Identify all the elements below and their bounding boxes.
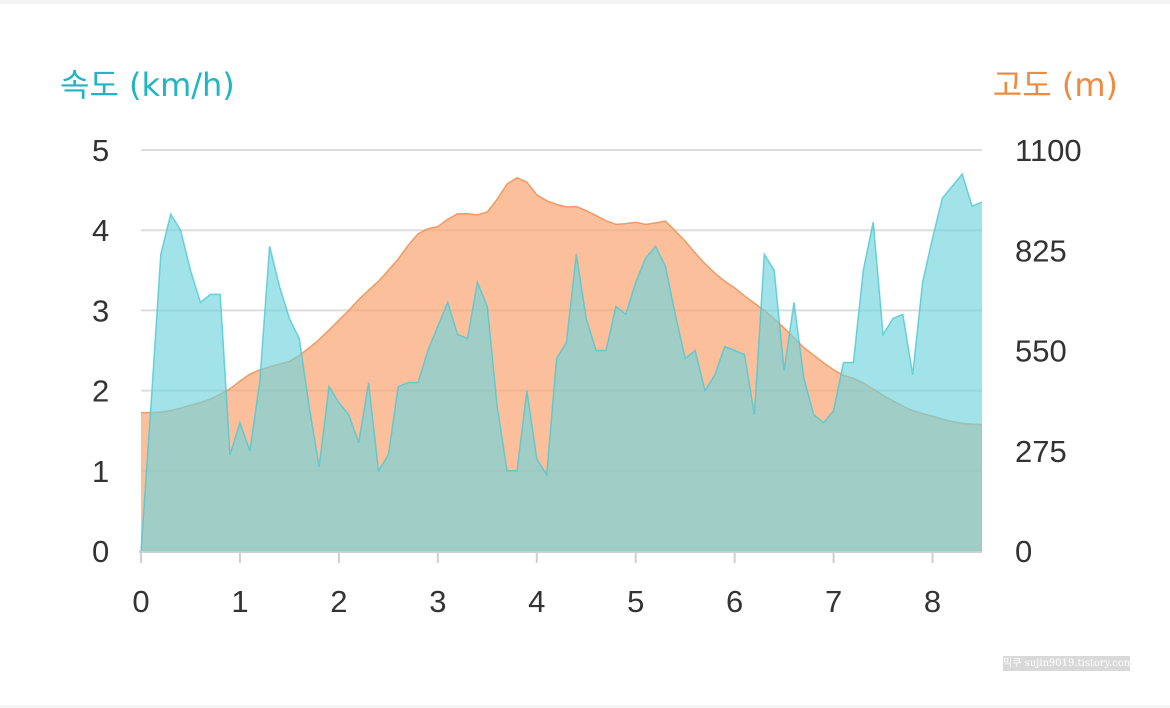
x-tick-label: 8	[924, 584, 941, 619]
x-tick-label: 3	[429, 584, 446, 619]
right-tick-label: 1100	[1015, 133, 1082, 168]
right-axis-ticks: 0 275 550 825 1100	[1015, 133, 1082, 569]
x-tick-label: 7	[825, 584, 842, 619]
x-tick-label: 0	[132, 584, 149, 619]
right-tick-label: 825	[1015, 233, 1067, 268]
chart-plot: 0 1 2 3 4 5 0 275 550 825 1100 0 1 2 3 4 5 6 7 8	[92, 133, 1082, 619]
speed-line	[140, 172, 983, 552]
left-tick-label: 3	[92, 293, 109, 328]
right-tick-label: 275	[1015, 434, 1067, 469]
x-tick-label: 4	[528, 584, 545, 619]
left-tick-label: 5	[92, 133, 109, 168]
left-tick-label: 2	[92, 374, 109, 409]
speed-area	[141, 174, 982, 551]
x-tick-label: 5	[627, 584, 644, 619]
x-tick-label: 1	[231, 584, 248, 619]
x-tick-label: 6	[726, 584, 743, 619]
right-axis-title: 고도 (m)	[992, 66, 1118, 104]
x-axis-ticks: 0 1 2 3 4 5 6 7 8	[132, 552, 941, 619]
watermark: 믹쿠 sujin9019.tistory.com	[1003, 656, 1130, 671]
left-axis-title: 속도 (km/h)	[60, 66, 235, 104]
right-tick-label: 0	[1015, 534, 1032, 569]
x-tick-label: 2	[330, 584, 347, 619]
left-tick-label: 4	[92, 213, 109, 248]
right-tick-label: 550	[1015, 334, 1067, 369]
left-tick-label: 0	[92, 534, 109, 569]
left-tick-label: 1	[92, 454, 109, 489]
left-axis-ticks: 0 1 2 3 4 5	[92, 133, 109, 569]
series-areas	[140, 172, 983, 552]
